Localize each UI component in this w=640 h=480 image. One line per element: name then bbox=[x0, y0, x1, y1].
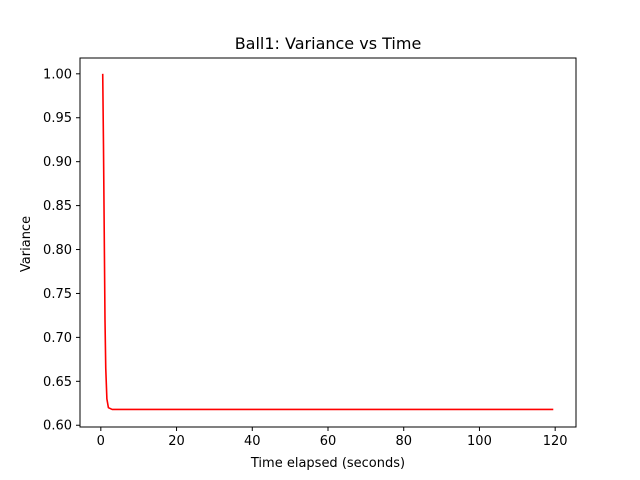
y-tick-label: 0.70 bbox=[43, 331, 72, 346]
x-tick-label: 20 bbox=[168, 434, 185, 449]
x-tick-label: 40 bbox=[244, 434, 261, 449]
y-tick-label: 1.00 bbox=[43, 67, 72, 82]
series-line-0 bbox=[101, 73, 554, 411]
y-tick-label: 0.95 bbox=[43, 111, 72, 126]
y-tick-label: 0.60 bbox=[43, 419, 72, 434]
x-tick-label: 60 bbox=[320, 434, 337, 449]
y-tick-label: 0.75 bbox=[43, 287, 72, 302]
x-tick-label: 0 bbox=[97, 434, 105, 449]
y-tick-label: 0.90 bbox=[43, 155, 72, 170]
y-axis-label: Variance bbox=[19, 216, 34, 272]
x-axis-label: Time elapsed (seconds) bbox=[250, 456, 405, 471]
x-tick-label: 80 bbox=[395, 434, 412, 449]
y-tick-label: 0.80 bbox=[43, 243, 72, 258]
plot-area: 0 20 40 60 80 100 120 0.60 0.65 0.70 0.75 0.80 0.85 0… bbox=[43, 57, 577, 449]
x-tick-label: 100 bbox=[467, 434, 492, 449]
chart-title: Ball1: Variance vs Time bbox=[235, 34, 422, 53]
y-tick-label: 0.65 bbox=[43, 375, 72, 390]
y-tick-label: 0.85 bbox=[43, 199, 72, 214]
x-tick-label: 120 bbox=[543, 434, 568, 449]
